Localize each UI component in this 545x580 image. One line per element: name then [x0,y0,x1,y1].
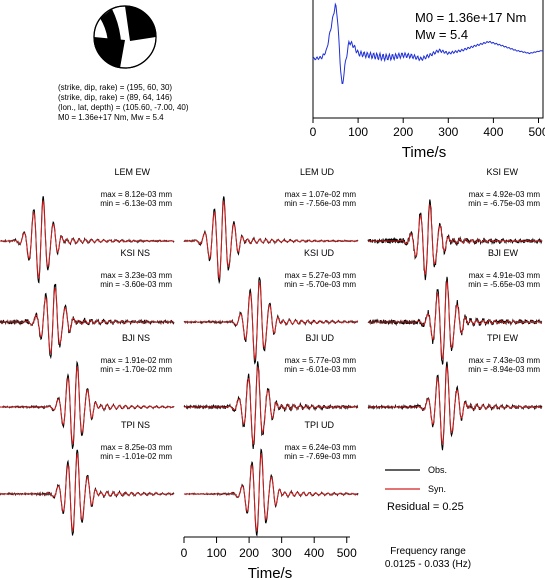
station-label: KSI UD [304,248,335,258]
legend-obs-label: Obs. [428,465,447,475]
stf-tick-label: 0 [310,125,317,139]
param-line-4: M0 = 1.36e+17 Nm, Mw = 5.4 [58,113,164,122]
max-label: max = 1.91e-02 mm [101,356,173,365]
syn-trace [184,452,359,532]
min-label: min = -7.69e-03 mm [284,452,356,461]
max-label: max = 6.24e-03 mm [285,443,357,452]
min-label: min = -8.94e-03 mm [468,365,540,374]
min-label: min = -5.70e-03 mm [284,280,356,289]
station-label: TPI EW [487,333,519,343]
stf-tick-label: 100 [348,125,368,139]
syn-trace [0,287,174,354]
bottom-tick-label: 500 [337,546,357,560]
station-label: TPI UD [304,420,334,430]
legend: Obs. Syn. Residual = 0.25 [385,465,464,513]
m0-label: M0 = 1.36e+17 Nm [415,10,526,25]
obs-trace [0,360,175,449]
station-label: KSI EW [486,167,518,177]
max-label: max = 5.27e-03 mm [285,271,357,280]
frequency-title: Frequency range [390,546,466,557]
station-label: BJI NS [122,333,150,343]
bottom-tick-label: 300 [272,546,292,560]
min-label: min = -3.60e-03 mm [100,280,172,289]
syn-trace [0,200,175,280]
frequency-range: Frequency range 0.0125 - 0.033 (Hz) [385,546,471,570]
stf-x-ticks: 0 100 200 300 400 500 [310,118,545,139]
syn-trace [0,365,175,445]
min-label: min = -5.65e-03 mm [468,280,540,289]
syn-trace [0,452,175,532]
station-label: BJI UD [305,333,334,343]
stf-tick-label: 200 [393,125,413,139]
legend-syn-label: Syn. [428,484,446,494]
bottom-xlabel: Time/s [248,565,292,580]
obs-trace [183,361,359,450]
stf-tick-label: 300 [438,125,458,139]
station-label: KSI NS [120,248,150,258]
bottom-tick-label: 400 [304,546,324,560]
syn-trace [368,365,543,445]
obs-trace [0,449,175,536]
syn-trace [184,281,359,360]
min-label: min = -6.13e-03 mm [100,199,172,208]
station-label: TPI NS [121,420,150,430]
stf-tick-label: 500 [528,125,545,139]
beachball-icon [93,5,157,69]
min-label: min = -6.01e-03 mm [284,365,356,374]
station-label: BJI EW [488,248,519,258]
syn-trace [368,203,543,276]
param-line-1: (strike, dip, rake) = (195, 60, 30) [58,83,172,92]
max-label: max = 1.07e-02 mm [285,190,357,199]
param-line-3: (lon., lat, depth) = (105.60, -7.00, 40) [58,103,189,112]
station-label: LEM EW [114,167,150,177]
bottom-tick-label: 0 [181,546,188,560]
min-label: min = -1.70e-02 mm [100,365,172,374]
obs-trace [367,199,543,281]
bottom-axis: 0 100 200 300 400 500 Time/s [181,536,357,580]
max-label: max = 8.12e-03 mm [101,190,173,199]
syn-trace [184,200,358,280]
min-label: min = -6.75e-03 mm [468,199,540,208]
min-label: min = -1.01e-02 mm [100,452,172,461]
obs-trace [183,196,359,285]
bottom-tick-label: 200 [239,546,259,560]
syn-trace [184,366,359,446]
obs-trace [183,448,359,537]
max-label: max = 5.77e-03 mm [285,356,357,365]
max-label: max = 8.25e-03 mm [101,443,173,452]
station-label: LEM UD [300,167,335,177]
syn-trace [368,280,543,360]
max-label: max = 7.43e-03 mm [469,356,541,365]
bottom-x-ticks: 0 100 200 300 400 500 [181,537,357,560]
max-label: max = 4.92e-03 mm [469,190,541,199]
max-label: max = 3.23e-03 mm [101,271,173,280]
frequency-value: 0.0125 - 0.033 (Hz) [385,559,471,570]
mw-label: Mw = 5.4 [415,27,468,42]
max-label: max = 4.91e-03 mm [469,271,541,280]
param-line-2: (strike, dip, rake) = (89, 64, 146) [58,93,172,102]
obs-trace [183,277,359,365]
stf-panel: 0 100 200 300 400 500 M0 = 1.36e+17 Nm Mw = 5… [310,0,545,161]
source-params: (strike, dip, rake) = (195, 60, 30) (str… [58,83,189,122]
bottom-tick-label: 100 [207,546,227,560]
residual-label: Residual = 0.25 [387,501,464,513]
stf-xlabel: Time/s [402,144,446,161]
stf-line [312,2,544,84]
min-label: min = -7.56e-03 mm [284,199,356,208]
stf-tick-label: 400 [483,125,503,139]
